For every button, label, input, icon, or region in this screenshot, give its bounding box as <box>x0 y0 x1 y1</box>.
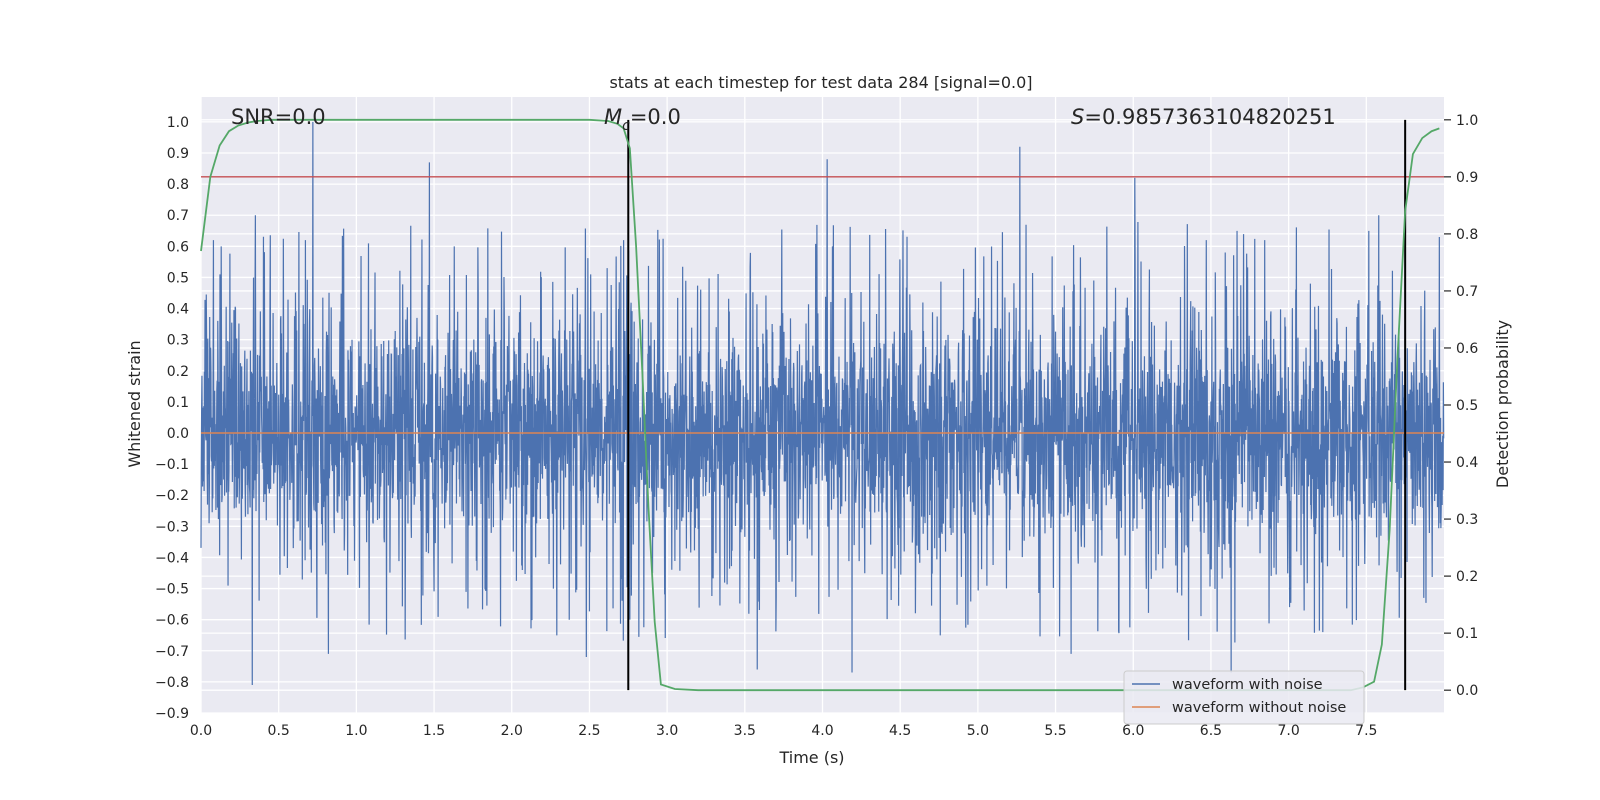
y-right-tick-label: 0.9 <box>1456 170 1478 186</box>
chart-title: stats at each timestep for test data 284… <box>609 73 1032 92</box>
x-tick-label: 6.5 <box>1200 723 1222 739</box>
y-left-tick-label: 0.9 <box>167 146 189 162</box>
y-right-axis-label: Detection probability <box>1493 320 1512 488</box>
y-left-tick-label: −0.4 <box>155 550 189 566</box>
x-tick-label: 2.0 <box>501 723 523 739</box>
legend-label-waveform-with-noise: waveform with noise <box>1172 677 1323 693</box>
x-tick-label: 5.0 <box>967 723 989 739</box>
y-right-tick-label: 0.7 <box>1456 284 1478 300</box>
y-left-tick-label: 0.2 <box>167 364 189 380</box>
annotation-mc-subscript: c <box>622 118 630 134</box>
series-waveform-with-noise <box>200 121 1445 686</box>
y-left-axis-label: Whitened strain <box>125 340 144 467</box>
legend-box <box>1123 670 1365 725</box>
y-right-tick-label: 0.4 <box>1456 455 1478 471</box>
y-right-tick-label: 0.2 <box>1456 569 1478 585</box>
y-left-tick-label: −0.5 <box>155 582 189 598</box>
y-left-tick-label: 0.4 <box>167 302 189 318</box>
annotation-s-value: =0.9857363104820251 <box>1084 105 1335 129</box>
y-left-axis-ticks: 1.0 0.9 0.8 0.7 0.6 0.5 0.4 0.3 0.2 0.1 0.0 −0.1 −0.… <box>155 115 189 722</box>
legend-label-waveform-without-noise: waveform without noise <box>1172 700 1346 716</box>
x-tick-label: 5.5 <box>1044 723 1066 739</box>
x-tick-label: 3.0 <box>656 723 678 739</box>
annotation-mc-value: =0.0 <box>630 105 681 129</box>
x-tick-label: 0.5 <box>268 723 290 739</box>
y-left-tick-label: 0.5 <box>167 270 189 286</box>
y-left-tick-label: 0.0 <box>167 426 189 442</box>
annotation-mc-symbol: M <box>604 105 622 129</box>
y-left-tick-label: −0.2 <box>155 488 189 504</box>
y-right-tick-label: 0.1 <box>1456 626 1478 642</box>
y-right-tick-label: 0.8 <box>1456 227 1478 243</box>
annotation-chirp-mass: Mc=0.0 <box>604 105 681 134</box>
y-left-tick-label: 0.8 <box>167 177 189 193</box>
x-tick-label: 2.5 <box>578 723 600 739</box>
y-left-tick-label: −0.8 <box>155 675 189 691</box>
y-left-tick-label: 1.0 <box>167 115 189 131</box>
x-tick-label: 4.5 <box>889 723 911 739</box>
annotation-s-symbol: S <box>1071 105 1084 129</box>
x-axis-label: Time (s) <box>778 748 844 767</box>
x-tick-label: 6.0 <box>1122 723 1144 739</box>
legend: waveform with noise waveform without noi… <box>1123 670 1365 725</box>
x-axis-ticks: 0.0 0.5 1.0 1.5 2.0 2.5 3.0 3.5 4.0 4.5 5.0 5.5 6.0 6… <box>190 723 1378 739</box>
y-left-tick-label: −0.9 <box>155 706 189 722</box>
y-left-tick-label: −0.7 <box>155 644 189 660</box>
y-right-tick-label: 0.6 <box>1456 341 1478 357</box>
y-right-tick-label: 0.3 <box>1456 512 1478 528</box>
y-left-tick-label: −0.3 <box>155 519 189 535</box>
x-tick-label: 1.0 <box>345 723 367 739</box>
series-detection-probability <box>200 118 1440 692</box>
x-tick-label: 0.0 <box>190 723 212 739</box>
y-left-tick-label: 0.3 <box>167 333 189 349</box>
y-left-tick-label: −0.1 <box>155 457 189 473</box>
x-tick-label: 3.5 <box>734 723 756 739</box>
x-tick-label: 7.5 <box>1355 723 1377 739</box>
y-left-tick-label: 0.6 <box>167 239 189 255</box>
annotation-snr: SNR=0.0 <box>231 105 326 129</box>
y-left-tick-label: 0.7 <box>167 208 189 224</box>
y-left-tick-label: 0.1 <box>167 395 189 411</box>
x-tick-label: 1.5 <box>423 723 445 739</box>
y-right-tick-label: 0.5 <box>1456 398 1478 414</box>
y-right-tick-label: 1.0 <box>1456 113 1478 129</box>
x-tick-label: 7.0 <box>1277 723 1299 739</box>
y-right-axis-ticks: 1.0 0.9 0.8 0.7 0.6 0.5 0.4 0.3 0.2 0.1 0.0 <box>1444 113 1478 699</box>
y-right-tick-label: 0.0 <box>1456 683 1478 699</box>
x-tick-label: 4.0 <box>811 723 833 739</box>
y-left-tick-label: −0.6 <box>155 613 189 629</box>
annotation-score: S=0.9857363104820251 <box>1071 105 1336 129</box>
